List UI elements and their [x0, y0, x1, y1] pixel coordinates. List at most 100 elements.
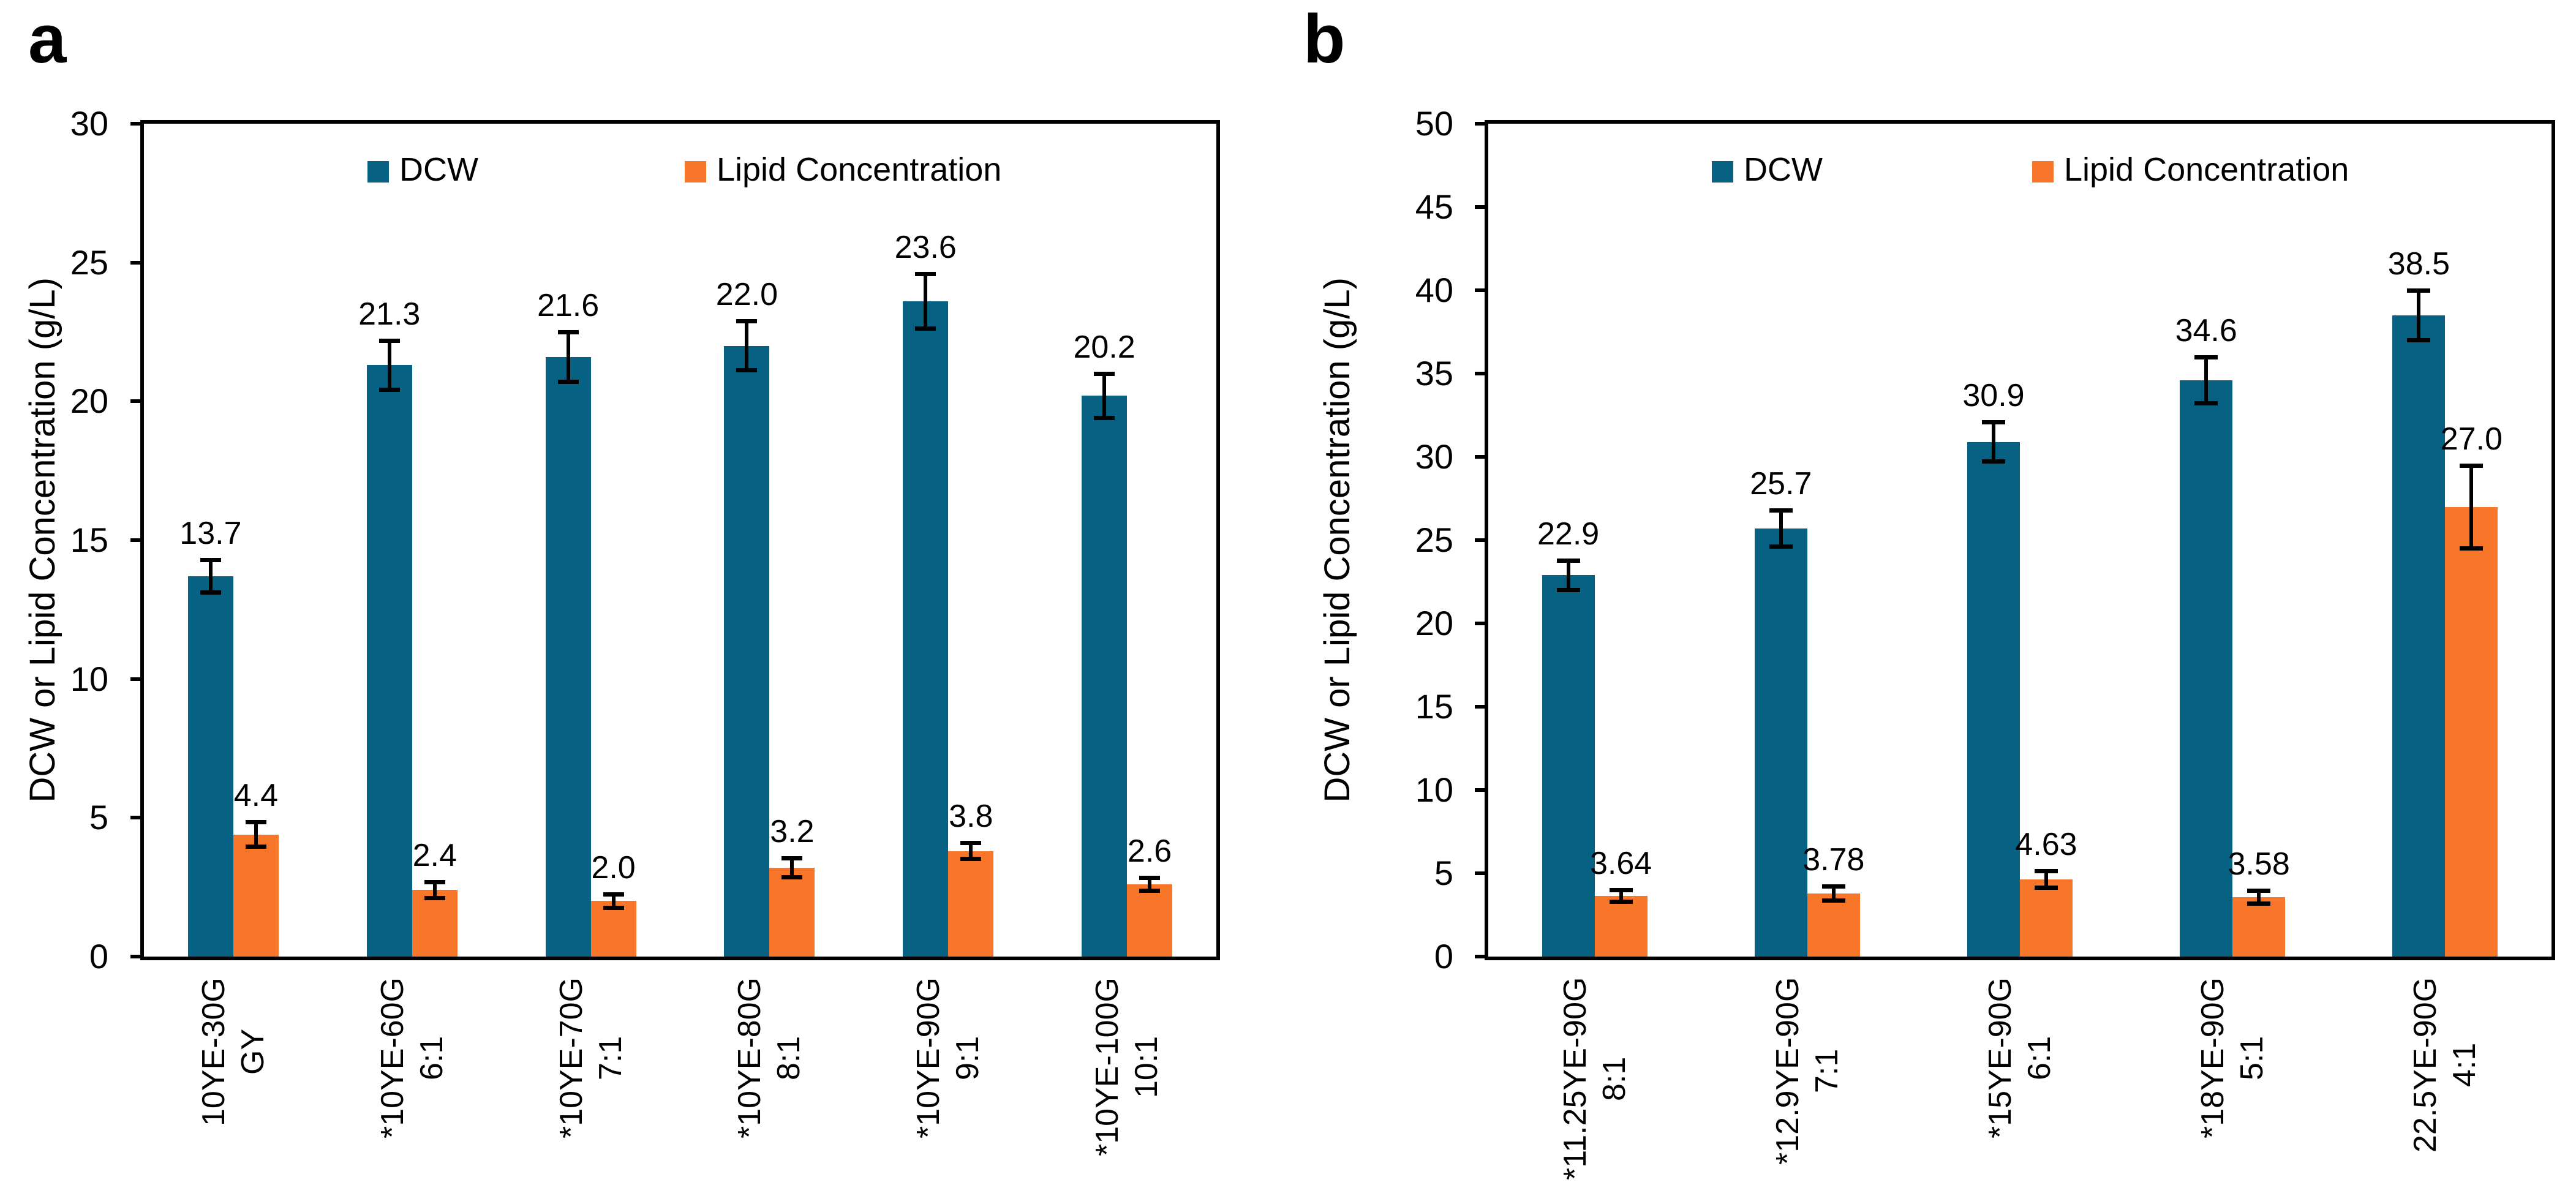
y-tick-label: 15 — [1415, 687, 1453, 726]
y-axis-tick — [1475, 122, 1485, 126]
y-axis-title: DCW or Lipid Concentration (g/L) — [1317, 277, 1357, 803]
y-axis-tick — [130, 677, 140, 681]
error-bar-line — [208, 559, 213, 593]
value-label: 22.0 — [715, 276, 778, 312]
error-bar-cap-top — [424, 879, 445, 884]
value-label: 21.3 — [358, 296, 421, 332]
error-bar-line — [745, 320, 749, 371]
x-category-label-name: *12.9YE-90G — [1769, 977, 1806, 1165]
y-axis-tick — [1475, 622, 1485, 625]
error-bar-line — [1148, 877, 1152, 892]
error-bar-line — [969, 843, 973, 860]
error-bar-line — [2204, 356, 2209, 404]
error-bar-line — [1831, 886, 1836, 901]
y-tick-label: 25 — [1415, 521, 1453, 559]
error-bar-cap-top — [2035, 869, 2058, 874]
legend-swatch-lipid — [2032, 161, 2054, 182]
error-bar-cap-bottom — [781, 875, 803, 879]
y-tick-label: 15 — [70, 521, 108, 559]
y-axis-tick — [1475, 788, 1485, 792]
x-category-label-name: *18YE-90G — [2195, 977, 2231, 1138]
x-category-label-name: *10YE-60G — [374, 977, 410, 1138]
value-label: 13.7 — [179, 515, 242, 551]
y-tick-label: 10 — [1415, 770, 1453, 809]
x-category-label-ratio: GY — [235, 1028, 271, 1075]
error-bar-cap-bottom — [1821, 898, 1845, 903]
error-bar-cap-top — [1769, 508, 1793, 513]
error-bar-line — [1566, 560, 1570, 590]
error-bar-cap-top — [557, 330, 579, 334]
x-category-label-ratio: 6:1 — [413, 1036, 450, 1080]
y-axis-tick — [1475, 288, 1485, 292]
y-axis-tick — [1475, 955, 1485, 958]
value-label: 2.6 — [1127, 833, 1172, 869]
x-category-label-name: *11.25YE-90G — [1557, 977, 1593, 1180]
y-tick-label: 45 — [1415, 187, 1453, 226]
axis-left — [1485, 120, 1488, 960]
error-bar-cap-top — [736, 318, 758, 323]
y-tick-label: 35 — [1415, 354, 1453, 393]
value-label: 27.0 — [2440, 421, 2503, 457]
error-bar-cap-top — [1982, 419, 2005, 424]
legend-swatch-lipid — [685, 161, 706, 182]
y-tick-label: 0 — [89, 937, 108, 976]
bar-dcw — [545, 356, 591, 957]
y-axis-tick — [130, 816, 140, 820]
y-axis-tick — [130, 399, 140, 404]
error-bar-cap-top — [1821, 884, 1845, 889]
error-bar-cap-bottom — [736, 368, 758, 373]
error-bar-cap-top — [1094, 372, 1115, 376]
error-bar-cap-bottom — [2247, 901, 2271, 906]
bar-dcw — [187, 576, 233, 957]
value-label: 3.78 — [1802, 841, 1865, 878]
y-axis-tick — [130, 260, 140, 265]
value-label: 3.8 — [949, 799, 993, 835]
x-category-label-ratio: 6:1 — [2022, 1036, 2057, 1080]
error-bar-cap-bottom — [1556, 587, 1580, 592]
x-category-label-name: *10YE-70G — [553, 977, 589, 1138]
error-bar-cap-top — [1139, 875, 1161, 880]
error-bar-cap-top — [2247, 888, 2271, 893]
axis-top — [1485, 120, 2555, 124]
y-tick-label: 10 — [70, 659, 108, 698]
y-tick-label: 30 — [1415, 437, 1453, 476]
error-bar-cap-bottom — [960, 857, 982, 862]
value-label: 25.7 — [1750, 466, 1812, 502]
y-axis-tick — [1475, 538, 1485, 542]
error-bar-line — [790, 858, 794, 878]
error-bar-cap-bottom — [603, 905, 624, 910]
axis-top — [140, 120, 1220, 124]
bar-lipid — [1807, 893, 1860, 957]
bar-dcw — [1542, 575, 1595, 957]
bar-dcw — [1967, 442, 2020, 957]
error-bar-cap-bottom — [557, 379, 579, 384]
y-tick-label: 50 — [1415, 104, 1453, 143]
value-label: 2.0 — [591, 850, 636, 886]
error-bar-cap-top — [245, 820, 266, 825]
error-bar-cap-bottom — [1982, 459, 2005, 464]
error-bar-cap-top — [2460, 463, 2484, 468]
value-label: 23.6 — [894, 229, 957, 265]
y-axis-tick — [1475, 871, 1485, 875]
bar-lipid — [948, 851, 994, 957]
legend-label-dcw: DCW — [399, 151, 478, 188]
value-label: 3.2 — [770, 814, 815, 850]
x-category-label-name: 10YE-30G — [195, 977, 232, 1126]
bar-lipid — [412, 890, 458, 957]
error-bar-line — [2469, 465, 2474, 549]
value-label: 3.64 — [1589, 846, 1652, 882]
y-tick-label: 20 — [1415, 604, 1453, 642]
bar-lipid — [769, 867, 815, 957]
error-bar-line — [1102, 374, 1107, 418]
error-bar-cap-bottom — [378, 388, 400, 393]
error-bar-cap-bottom — [1769, 544, 1793, 549]
value-label: 34.6 — [2175, 312, 2237, 348]
x-category-label-ratio: 4:1 — [2447, 1042, 2483, 1087]
x-category-label-ratio: 5:1 — [2234, 1036, 2270, 1080]
error-bar-line — [1779, 510, 1783, 547]
error-bar-line — [2044, 871, 2048, 888]
bar-lipid — [1127, 884, 1173, 957]
value-label: 22.9 — [1537, 516, 1600, 552]
value-label: 2.4 — [412, 837, 457, 873]
